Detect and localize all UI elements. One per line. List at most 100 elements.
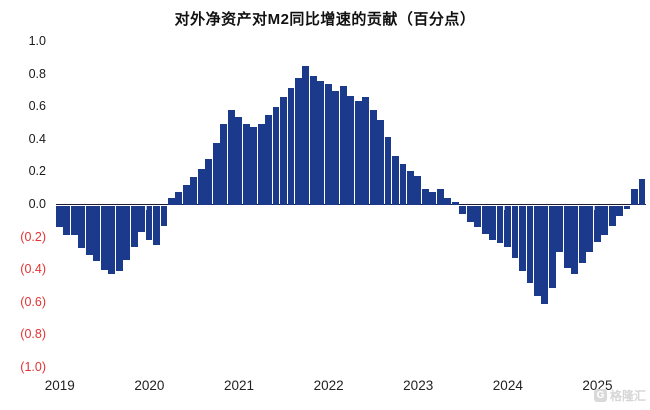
bar xyxy=(407,170,414,205)
bar xyxy=(265,115,272,205)
bar xyxy=(56,206,63,228)
bar xyxy=(70,206,78,236)
bar xyxy=(533,206,541,296)
bar xyxy=(608,206,616,226)
bar xyxy=(138,206,145,233)
x-axis-year-label: 2024 xyxy=(492,378,523,393)
bar xyxy=(145,206,153,241)
x-axis-year-label: 2023 xyxy=(403,378,434,393)
bar xyxy=(578,206,586,264)
bar xyxy=(526,206,534,283)
bar xyxy=(481,206,489,234)
bar xyxy=(489,206,497,241)
year-boundary-tick xyxy=(593,205,595,210)
bar xyxy=(519,206,526,272)
plot-area xyxy=(56,42,646,368)
year-boundary-tick xyxy=(504,205,506,210)
year-boundary-tick xyxy=(235,205,237,210)
chart-title: 对外净资产对M2同比增速的贡献（百分点） xyxy=(174,11,476,28)
bar xyxy=(227,110,235,205)
bar xyxy=(339,86,347,205)
bar xyxy=(257,123,265,205)
bar xyxy=(347,95,355,205)
bar xyxy=(280,97,287,205)
bar xyxy=(182,185,190,205)
bar xyxy=(548,206,556,288)
bar xyxy=(377,120,384,205)
bar xyxy=(504,206,511,247)
bar xyxy=(197,169,205,205)
bar xyxy=(220,123,228,205)
bar xyxy=(93,206,101,262)
bar xyxy=(250,126,258,205)
bar xyxy=(212,143,220,205)
bar xyxy=(623,206,631,210)
bar xyxy=(466,206,474,223)
watermark-text: 格隆汇 xyxy=(609,389,646,403)
bar xyxy=(392,156,399,205)
bar xyxy=(287,87,295,205)
bar xyxy=(317,81,325,205)
bar xyxy=(115,206,123,272)
y-axis-tick-label: 1.0 xyxy=(28,34,46,48)
x-axis-year-label: 2020 xyxy=(134,378,165,393)
year-boundary-tick xyxy=(414,205,416,210)
bar xyxy=(444,198,452,205)
year-boundary-tick xyxy=(324,205,326,210)
bar xyxy=(384,136,392,205)
bar xyxy=(586,206,594,252)
bar xyxy=(108,206,116,275)
bar xyxy=(190,177,198,205)
bar xyxy=(631,188,638,205)
bar xyxy=(593,206,601,242)
y-axis-tick-label: (1.0) xyxy=(20,360,46,374)
bar xyxy=(160,206,168,226)
y-axis-tick-label: 0.2 xyxy=(28,164,46,179)
bar xyxy=(205,159,213,205)
y-axis-tick-label: 0.4 xyxy=(28,131,46,146)
bar xyxy=(556,206,564,252)
x-axis-year-label: 2019 xyxy=(44,378,75,393)
bar xyxy=(354,100,362,205)
bar xyxy=(414,175,422,205)
bar xyxy=(235,116,243,205)
bar xyxy=(309,76,317,205)
bar xyxy=(474,206,482,228)
bar xyxy=(362,97,370,205)
bar xyxy=(563,206,571,268)
x-axis-year-label: 2022 xyxy=(313,378,344,393)
bar xyxy=(436,188,444,205)
bar xyxy=(541,206,549,304)
y-axis-tick-label: (0.6) xyxy=(20,294,46,309)
watermark-logo-icon: G xyxy=(593,389,607,402)
y-axis-tick-label: 0.0 xyxy=(28,197,46,211)
bar xyxy=(429,191,437,205)
bar xyxy=(100,206,108,270)
bar xyxy=(459,206,467,215)
bar xyxy=(63,206,71,236)
bar xyxy=(153,206,160,246)
x-axis-year-label: 2021 xyxy=(223,378,254,393)
bar xyxy=(272,107,280,205)
watermark: G 格隆汇 xyxy=(593,387,646,404)
bar xyxy=(294,77,302,205)
bar xyxy=(175,191,183,205)
bar xyxy=(451,201,459,205)
bar xyxy=(324,84,332,205)
bar xyxy=(168,198,175,205)
bar xyxy=(571,206,579,275)
bar xyxy=(421,188,429,205)
bar xyxy=(332,90,340,205)
bar xyxy=(511,206,519,259)
y-axis-tick-label: (0.8) xyxy=(20,327,46,342)
bar xyxy=(130,206,138,247)
bar xyxy=(638,178,646,205)
year-boundary-tick xyxy=(145,205,147,210)
bar xyxy=(369,110,377,205)
bar xyxy=(302,66,310,205)
bar xyxy=(123,206,131,260)
bar xyxy=(601,206,609,236)
y-axis-tick-label: (0.4) xyxy=(20,262,46,277)
bar xyxy=(78,206,86,249)
